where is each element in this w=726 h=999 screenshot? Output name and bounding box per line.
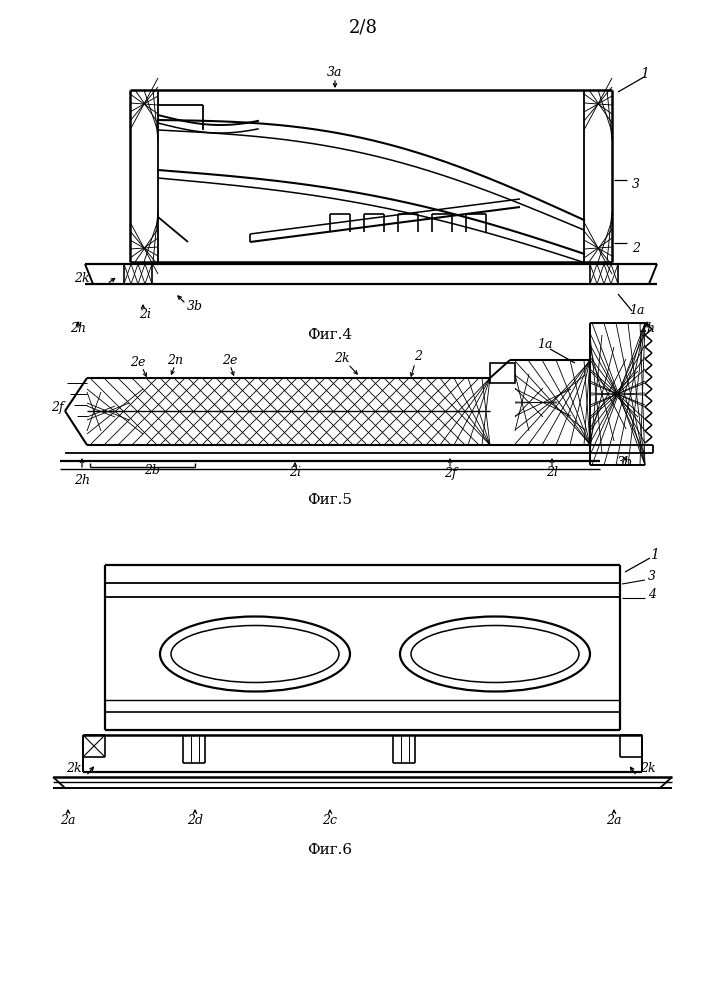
Text: 3b: 3b (187, 301, 203, 314)
Text: 2d: 2d (187, 813, 203, 826)
Ellipse shape (171, 625, 339, 682)
Text: 3b: 3b (617, 457, 633, 470)
Text: 2i: 2i (289, 467, 301, 480)
Bar (490, 363, 515, 383)
Text: 2l: 2l (546, 467, 558, 480)
Text: 2h: 2h (70, 322, 86, 335)
Text: 2c: 2c (322, 813, 338, 826)
Text: 1: 1 (640, 67, 648, 81)
Text: Фиг.4: Фиг.4 (307, 328, 353, 342)
Text: 2: 2 (632, 242, 640, 255)
Text: 2e: 2e (130, 356, 146, 369)
Text: 2b: 2b (144, 464, 160, 477)
Text: 3: 3 (648, 570, 656, 583)
Text: 2f: 2f (444, 467, 457, 480)
Text: 4: 4 (648, 588, 656, 601)
Text: 2/8: 2/8 (348, 19, 378, 37)
Text: 2i: 2i (139, 309, 151, 322)
Text: Фиг.6: Фиг.6 (307, 843, 353, 857)
Text: 2k: 2k (74, 272, 90, 285)
Text: 2: 2 (414, 351, 422, 364)
Ellipse shape (400, 616, 590, 691)
Text: 1a: 1a (629, 304, 645, 317)
Text: 2k: 2k (66, 761, 82, 774)
Ellipse shape (411, 625, 579, 682)
Text: 2n: 2n (167, 354, 183, 367)
Ellipse shape (160, 616, 350, 691)
Text: 2k: 2k (334, 352, 350, 365)
Text: 2k: 2k (640, 761, 656, 774)
Text: 2a: 2a (606, 813, 621, 826)
Text: Фиг.5: Фиг.5 (308, 493, 353, 507)
Text: 2e: 2e (222, 354, 237, 367)
Text: 1a: 1a (537, 339, 552, 352)
Text: 3: 3 (632, 179, 640, 192)
Text: 2a: 2a (60, 813, 76, 826)
Text: 3a: 3a (327, 66, 343, 79)
Text: 2h: 2h (74, 474, 90, 487)
Text: 2f: 2f (51, 402, 63, 415)
Text: 2h: 2h (639, 322, 655, 335)
Text: 1: 1 (650, 548, 658, 562)
